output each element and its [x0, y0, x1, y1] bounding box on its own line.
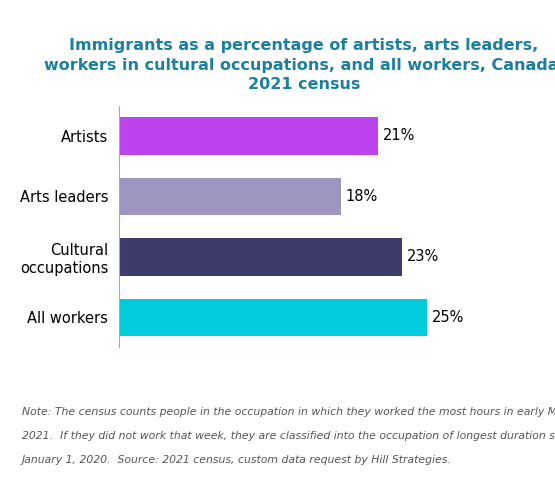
Bar: [119, 298, 427, 336]
Text: January 1, 2020.  Source: 2021 census, custom data request by Hill Strategies.: January 1, 2020. Source: 2021 census, cu…: [22, 455, 452, 466]
Bar: [119, 238, 402, 276]
Text: 23%: 23%: [407, 249, 440, 264]
Text: 21%: 21%: [382, 128, 415, 143]
Text: 25%: 25%: [432, 310, 464, 325]
Text: 18%: 18%: [346, 189, 378, 204]
Text: 2021.  If they did not work that week, they are classified into the occupation o: 2021. If they did not work that week, th…: [22, 431, 555, 442]
Text: Note: The census counts people in the occupation in which they worked the most h: Note: The census counts people in the oc…: [22, 407, 555, 417]
Bar: [119, 117, 377, 155]
Bar: [119, 177, 341, 215]
Title: Immigrants as a percentage of artists, arts leaders,
workers in cultural occupat: Immigrants as a percentage of artists, a…: [43, 38, 555, 93]
